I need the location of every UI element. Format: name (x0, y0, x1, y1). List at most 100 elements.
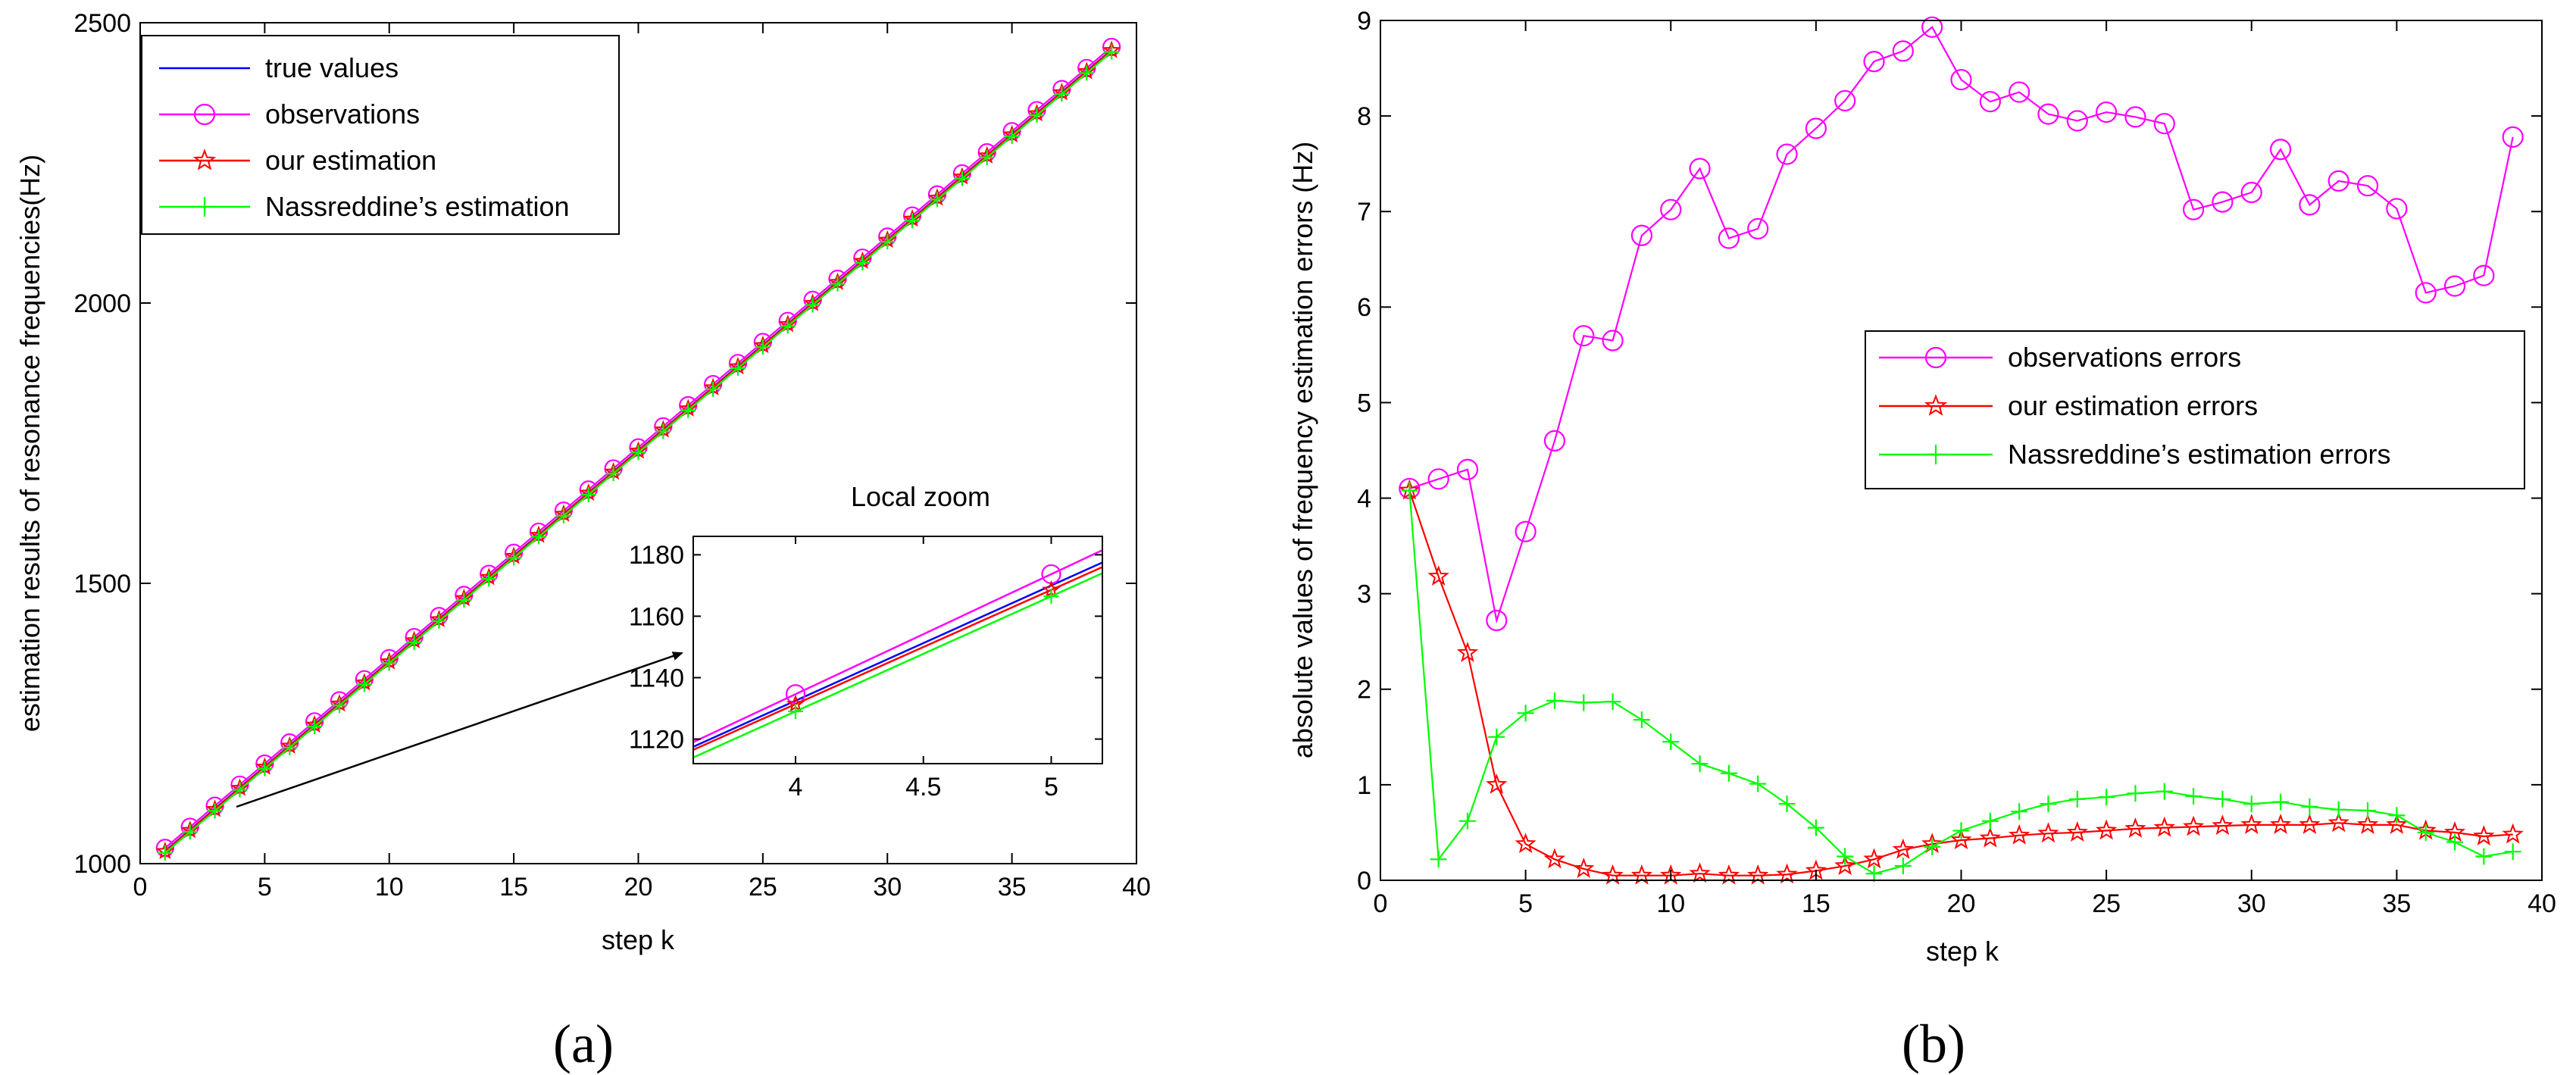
data-point-nassreddines-estimation-errors (2214, 790, 2231, 808)
chart-b-xtick-label: 25 (2092, 889, 2121, 918)
data-point-nassreddines-estimation (655, 423, 671, 439)
chart-b-ytick-label: 7 (1357, 198, 1371, 227)
legend-entry-observations-errors: observations errors (1879, 342, 2241, 373)
data-point-our-estimation-errors (1718, 864, 1740, 885)
data-point-our-estimation-errors (1892, 838, 1915, 859)
data-point-our-estimation-errors (1950, 829, 1972, 849)
data-point-nassreddines-estimation-errors (2504, 843, 2521, 861)
data-point-nassreddines-estimation-errors (2417, 823, 2434, 841)
chart-a-xtick-label: 20 (624, 873, 653, 902)
series-line-observations-errors (1408, 26, 2514, 624)
data-point-nassreddines-estimation (1054, 86, 1070, 102)
data-point-nassreddines-estimation-errors (1952, 822, 1970, 839)
data-point-our-estimation-errors (1543, 848, 1566, 869)
data-point-nassreddines-estimation (1079, 65, 1095, 81)
data-point-nassreddines-estimation (830, 276, 846, 292)
data-point-observations-errors (1515, 520, 1537, 542)
data-point-observations-errors (1921, 16, 1943, 38)
data-point-nassreddines-estimation-errors (2272, 793, 2290, 811)
legend-entry-nassreddines-estimation-errors-marker (1926, 445, 1946, 464)
chart-a-ytick-label: 1500 (73, 570, 131, 598)
legend-entry-observations: observations (159, 98, 420, 130)
chart-a-ylabel: estimation results of resonance frequenc… (14, 155, 45, 732)
inset-series-nassreddines-estimation (692, 572, 1103, 759)
chart-a-ytick-label: 1000 (73, 850, 131, 879)
data-point-observations-errors (1863, 51, 1885, 73)
data-point-our-estimation-errors (1834, 855, 1856, 876)
data-point-nassreddines-estimation-errors (1749, 775, 1767, 792)
data-point-nassreddines-estimation-errors (1430, 851, 1447, 868)
data-point-nassreddines-estimation (282, 739, 298, 755)
data-point-nassreddines-estimation-errors (2243, 795, 2260, 813)
chart-b-xtick-label: 20 (1947, 889, 1976, 918)
chart-b-ytick-label: 9 (1357, 7, 1371, 36)
series-observations-errors (1399, 16, 2524, 632)
inset-line-observations (692, 549, 1103, 743)
data-point-observations-errors (1950, 69, 1972, 91)
chart-a-xtick-label: 5 (258, 873, 272, 902)
data-point-nassreddines-estimation (555, 508, 571, 523)
legend-entry-nassreddines-estimation-marker (195, 197, 214, 217)
chart-a-legend: true values observations our estimation Nas… (141, 35, 620, 235)
legend-entry-our-estimation-errors-marker (1924, 394, 1948, 416)
data-point-nassreddines-estimation-errors (1401, 482, 1418, 499)
data-point-our-estimation-errors (2327, 811, 2349, 833)
data-point-nassreddines-estimation-errors (1458, 812, 1476, 830)
data-point-our-estimation-errors (2124, 817, 2146, 838)
chart-a-xtick-label: 30 (873, 873, 902, 902)
inset-axes-box (692, 536, 1103, 764)
data-point-observations-errors (2327, 170, 2349, 192)
data-point-nassreddines-estimation (157, 845, 173, 861)
chart-a-plot-area (155, 37, 1121, 861)
data-point-our-estimation-errors (2240, 814, 2262, 834)
chart-b-ytick-label: 0 (1357, 867, 1371, 895)
data-point-observations-errors (2386, 198, 2408, 220)
data-point-nassreddines-estimation-errors (2127, 785, 2144, 802)
legend-entry-our-estimation: our estimation (159, 145, 436, 176)
data-point-nassreddines-estimation-errors (2040, 795, 2057, 813)
data-point-nassreddines-estimation (580, 486, 596, 502)
chart-a-xlabel: step k (602, 924, 675, 955)
data-point-observations-errors (2124, 106, 2146, 128)
data-point-nassreddines-estimation (1004, 128, 1020, 144)
data-point-our-estimation-errors (1573, 858, 1595, 878)
legend-entry-nassreddines-estimation: Nassreddine’s estimation (159, 191, 570, 222)
data-point-nassreddines-estimation (905, 213, 921, 229)
data-point-our-estimation-errors (2153, 816, 2175, 837)
legend-entry-observations-errors-label: observations errors (2008, 342, 2241, 373)
data-point-observations-errors (2066, 110, 2088, 132)
data-point-observations-errors (2096, 101, 2118, 123)
data-point-nassreddines-estimation-errors (1575, 694, 1593, 711)
chart-a-ytick-label: 2000 (73, 289, 131, 318)
legend-entry-true-values-label: true values (265, 52, 399, 83)
data-point-nassreddines-estimation-errors (1807, 819, 1824, 836)
data-point-our-estimation-errors (2212, 814, 2234, 836)
data-point-nassreddines-estimation (880, 234, 896, 250)
data-point-nassreddines-estimation (506, 550, 522, 566)
data-point-our-estimation-errors (1486, 773, 1508, 794)
data-point-observations-errors (1602, 330, 1624, 352)
inset-xtick-label: 5 (1044, 773, 1058, 802)
data-point-our-estimation-errors (1602, 864, 1624, 885)
data-point-nassreddines-estimation-errors (1662, 733, 1680, 751)
series-nassreddines-estimation-errors (1401, 482, 2521, 883)
data-point-our-estimation-errors (2269, 814, 2292, 834)
data-point-observations-errors (1486, 609, 1508, 632)
data-point-observations-errors (2356, 175, 2379, 197)
inset-line-nassreddines-estimation (692, 572, 1103, 759)
data-point-nassreddines-estimation (630, 445, 646, 461)
data-point-observations-errors (1630, 224, 1653, 246)
data-point-our-estimation-errors (2299, 814, 2321, 834)
inset-ytick-label: 1120 (629, 725, 684, 754)
series-line-nassreddines-estimation-errors (1408, 490, 2513, 875)
chart-b-plot-area (1399, 16, 2524, 885)
data-point-our-estimation-errors (1427, 565, 1449, 586)
panel-label-a: (a) (553, 1014, 614, 1074)
chart-b-xtick-label: 15 (1802, 889, 1830, 918)
inset-plot-area (692, 549, 1103, 759)
chart-a-xtick-label: 35 (998, 873, 1027, 902)
legend-entry-nassreddines-estimation-label: Nassreddine’s estimation (265, 191, 570, 222)
